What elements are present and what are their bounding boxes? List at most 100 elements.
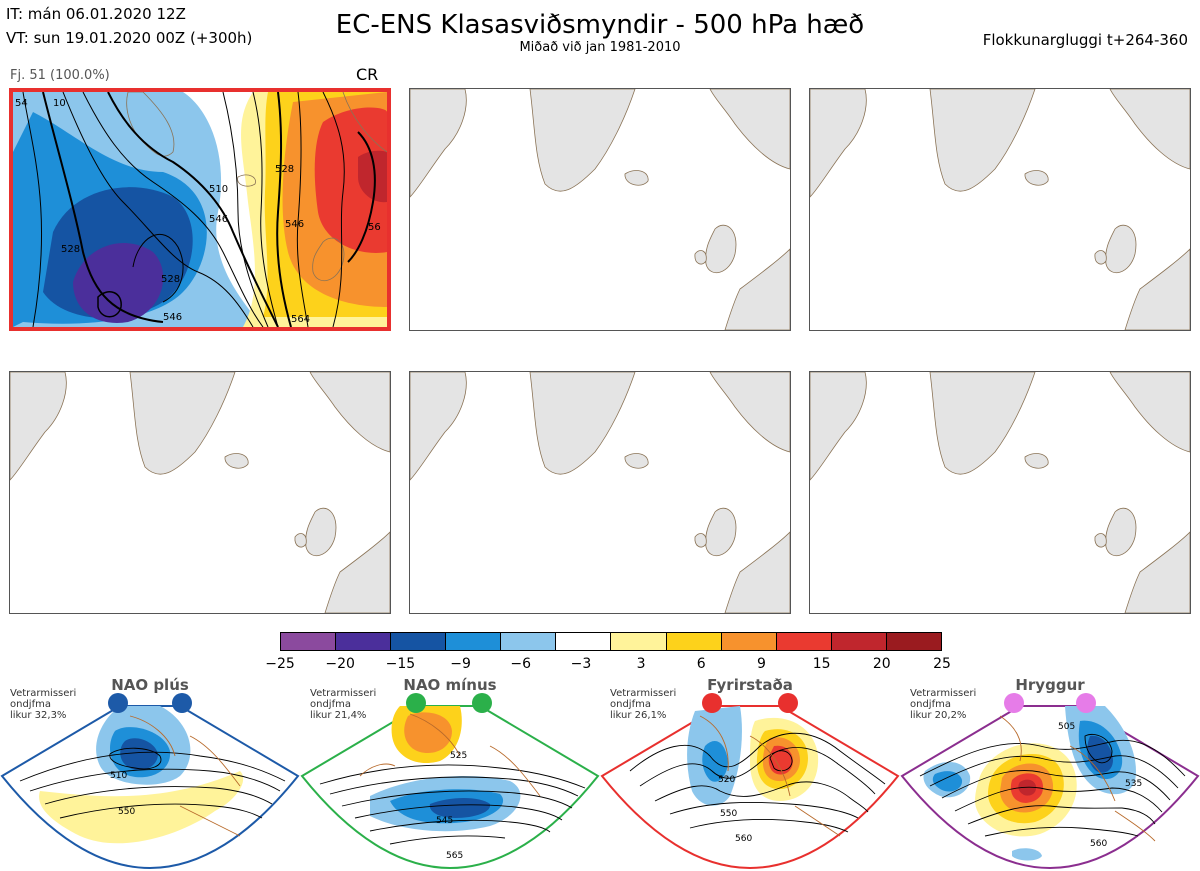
regime-title: Fyrirstaða: [707, 676, 793, 694]
regime-marker-dot: [1004, 693, 1024, 713]
regime-title: NAO plús: [111, 676, 189, 694]
regime-nao-minus-canvas: 525 545 565: [300, 693, 600, 870]
contour-label-group: 528 546 528 546 528 546 56 564 510 54 10: [15, 98, 381, 325]
colorbar-tick-label: 6: [696, 656, 706, 672]
regime-note-line: likur 32,3%: [10, 710, 67, 721]
colorbar-tick-label: −9: [450, 656, 471, 672]
height-contours: [629, 732, 886, 833]
greenland-coast: [126, 92, 175, 157]
colorbar-tick-label: 25: [933, 656, 951, 672]
classification-window: Flokkunargluggi t+264-360: [982, 31, 1188, 49]
member-count-label: Fj. 51 (100.0%): [10, 68, 110, 83]
contour-label: 546: [209, 214, 228, 225]
colorbar-segment: [556, 633, 612, 650]
regime-note: Vetrarmisseri ondjfma likur 26,1%: [610, 688, 690, 721]
base-map-land: [10, 372, 390, 613]
regime-marker-dot: [108, 693, 128, 713]
colorbar-segment: [336, 633, 392, 650]
anomaly-colorbar: [280, 632, 942, 651]
contour-label: 528: [161, 274, 180, 285]
colorbar-tick-label: 20: [872, 656, 891, 672]
coastlines: [359, 713, 541, 797]
cluster-map-3[interactable]: [809, 88, 1191, 331]
base-map-land: [410, 372, 790, 613]
regime-title: NAO mínus: [403, 676, 497, 694]
contour-label: 550: [118, 807, 135, 817]
coastlines: [129, 715, 241, 837]
height-contours: [919, 733, 1186, 837]
regime-note: Vetrarmisseri ondjfma likur 21,4%: [310, 688, 390, 721]
positive-anomaly-core: [404, 712, 452, 754]
cluster-map-3-canvas: [810, 89, 1190, 330]
regime-note-line: ondjfma: [610, 699, 651, 710]
contour-label: 550: [720, 809, 737, 819]
regime-note: Vetrarmisseri ondjfma likur 20,2%: [910, 688, 990, 721]
regime-ridge-canvas: 505 535 560: [900, 693, 1200, 870]
contour-label: 520: [718, 775, 735, 785]
contour-label: 546: [163, 312, 182, 323]
negative-anomaly-core: [429, 798, 491, 818]
regime-note-line: ondjfma: [310, 699, 351, 710]
contour-label: 564: [291, 314, 310, 325]
regime-nao-plus[interactable]: 510 550 NAO plús Vetrarmisseri ondjfma l…: [0, 676, 300, 871]
colorbar-tick-label: 15: [812, 656, 831, 672]
regime-nao-plus-canvas: 510 550: [0, 693, 300, 870]
colorbar-tick-label: −6: [510, 656, 532, 672]
initial-time: IT: mán 06.01.2020 12Z: [6, 5, 186, 23]
regime-note-line: Vetrarmisseri: [310, 688, 377, 699]
cluster-map-6-canvas: [810, 372, 1190, 613]
cluster-map-2[interactable]: [409, 88, 791, 331]
cluster-map-4[interactable]: [9, 371, 391, 614]
contour-label: 525: [450, 751, 467, 761]
contour-label: 545: [436, 816, 453, 826]
positive-anomaly-core: [358, 150, 387, 203]
colorbar-segment: [666, 633, 722, 650]
height-contours: [22, 92, 376, 327]
regime-note-line: likur 21,4%: [310, 710, 367, 721]
regime-title: Hryggur: [1015, 676, 1085, 694]
contour-label: 510: [209, 184, 228, 195]
contour-label: 10: [53, 98, 66, 109]
contour-label: 535: [1125, 779, 1142, 789]
regime-note-line: likur 26,1%: [610, 710, 667, 721]
regime-nao-minus[interactable]: 525 545 565 NAO mínus Vetrarmisseri ondj…: [300, 676, 600, 871]
negative-anomaly-core: [73, 243, 164, 323]
negative-anomaly-area: [1012, 848, 1042, 861]
regime-note-line: likur 20,2%: [910, 710, 967, 721]
regime-code-label: CR: [356, 65, 379, 84]
cluster-map-1[interactable]: 528 546 528 546 528 546 56 564 510 54 10: [9, 88, 391, 331]
cluster-map-5-canvas: [410, 372, 790, 613]
regime-marker-dot: [172, 693, 192, 713]
regime-marker-dot: [702, 693, 722, 713]
regime-note-line: Vetrarmisseri: [10, 688, 77, 699]
regime-ridge[interactable]: 505 535 560 Hryggur Vetrarmisseri ondjfm…: [900, 676, 1200, 871]
base-map-land: [810, 89, 1190, 330]
cluster-map-5[interactable]: [409, 371, 791, 614]
colorbar-tick-label: −3: [570, 656, 592, 672]
colorbar-segment: [281, 633, 337, 650]
contour-label: 560: [1090, 839, 1107, 849]
colorbar-segment: [776, 633, 832, 650]
contour-label: 54: [15, 98, 28, 109]
colorbar-tick-label: −20: [325, 656, 355, 672]
regime-note: Vetrarmisseri ondjfma likur 32,3%: [10, 688, 90, 721]
colorbar-tick-label: 3: [636, 656, 646, 672]
contour-label: 510: [110, 771, 127, 781]
regime-marker-dot: [406, 693, 426, 713]
contour-label: 528: [275, 164, 294, 175]
regime-marker-dot: [472, 693, 492, 713]
page-subtitle: Miðað við jan 1981-2010: [519, 40, 681, 55]
base-map-land: [410, 89, 790, 330]
regime-note-line: ondjfma: [910, 699, 951, 710]
regime-note-line: ondjfma: [10, 699, 51, 710]
regime-blocking-canvas: 520 550 560: [600, 693, 900, 870]
cluster-map-6[interactable]: [809, 371, 1191, 614]
britain-coast: [312, 237, 345, 282]
page-title: EC-ENS Klasasviðsmyndir - 500 hPa hæð: [335, 10, 865, 40]
iceland-coast: [237, 174, 256, 187]
positive-anomaly-area: [314, 107, 387, 253]
cluster-map-2-canvas: [410, 89, 790, 330]
colorbar-segment: [611, 633, 667, 650]
colorbar-segment: [446, 633, 502, 650]
regime-blocking[interactable]: 520 550 560 Fyrirstaða Vetrarmisseri ond…: [600, 676, 900, 871]
